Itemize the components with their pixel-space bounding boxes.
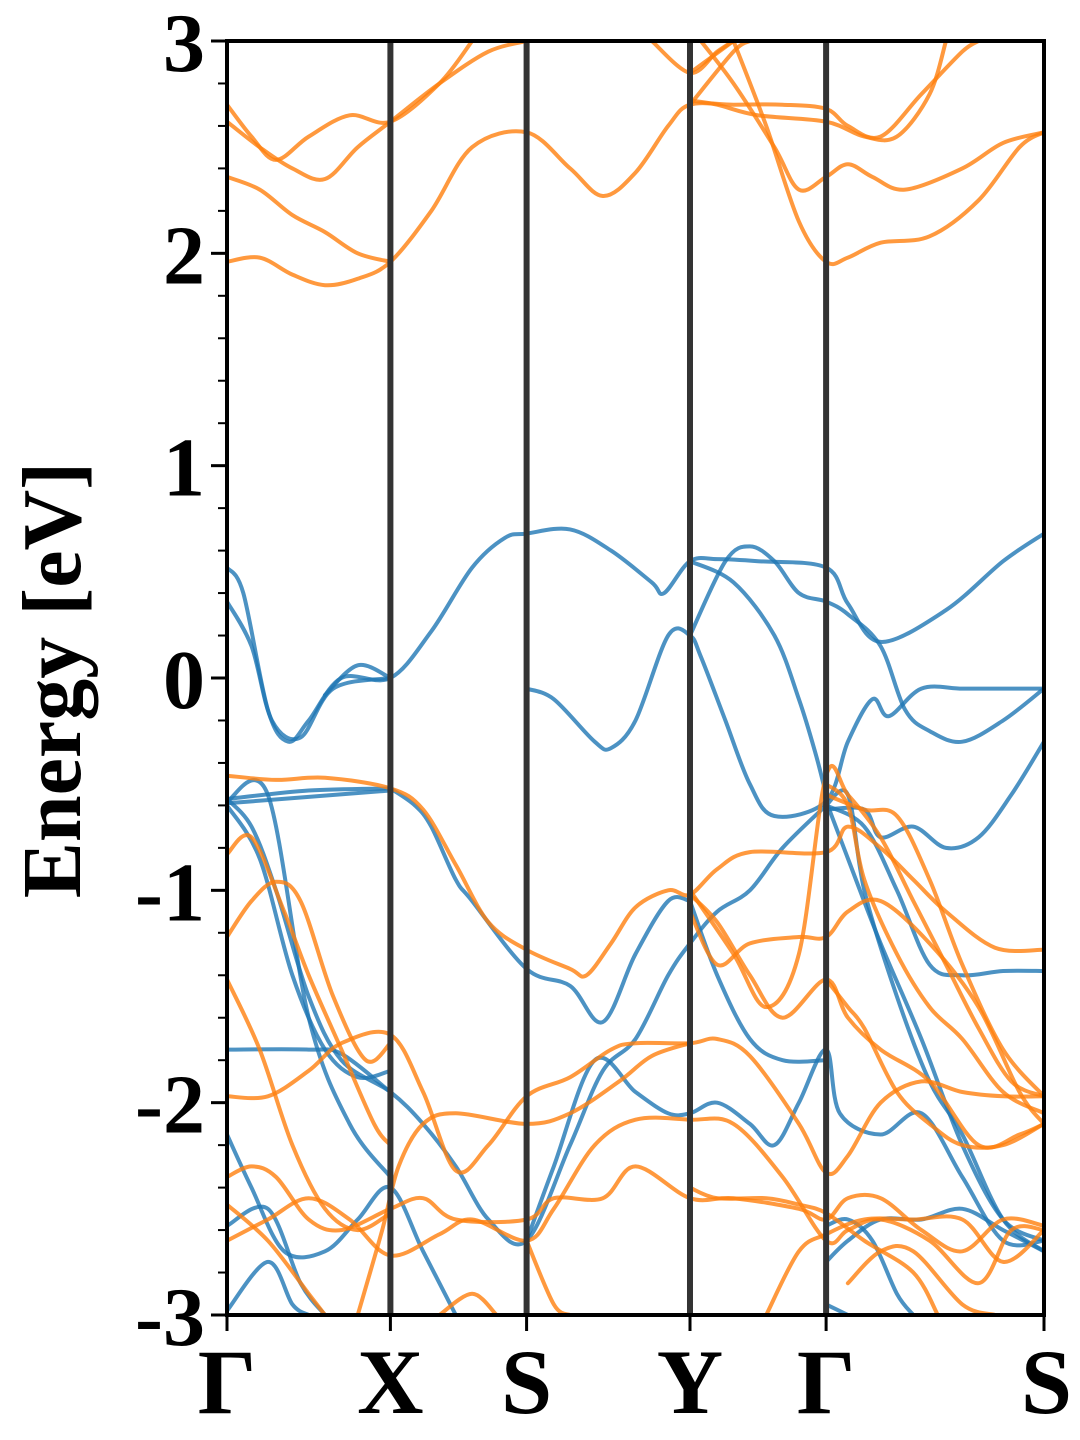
band-line-orange <box>824 782 1044 1116</box>
y-tick-label: 0 <box>163 634 205 727</box>
band-line-orange <box>355 1041 692 1315</box>
band-line-blue <box>824 803 1044 978</box>
band-line-blue <box>227 788 393 806</box>
band-line-orange <box>524 1238 573 1315</box>
k-point-label: Γ <box>198 1331 257 1433</box>
band-line-orange <box>227 1029 1044 1176</box>
band-line-orange <box>824 977 1044 1150</box>
band-line-orange <box>437 1291 499 1315</box>
band-line-orange <box>227 1115 1044 1286</box>
band-line-orange <box>845 1244 997 1315</box>
band-line-orange <box>698 41 1044 193</box>
y-axis-title: Energy [eV] <box>6 462 99 898</box>
band-line-blue <box>227 778 393 1179</box>
band-line-orange <box>688 41 948 143</box>
band-line-orange <box>227 773 1044 979</box>
band-line-orange <box>227 1164 1044 1254</box>
band-line-orange <box>227 1202 327 1315</box>
high-symmetry-lines <box>387 41 830 1315</box>
band-line-orange <box>731 41 1044 267</box>
band-line-orange <box>824 792 1044 1099</box>
band-line-blue <box>227 803 393 1080</box>
k-point-label: X <box>357 1331 423 1433</box>
band-line-blue <box>688 544 1044 744</box>
band-line-orange <box>227 41 529 182</box>
band-line-blue <box>824 1217 916 1315</box>
band-line-blue <box>524 626 1044 819</box>
k-point-label: Γ <box>797 1331 856 1433</box>
band-line-blue <box>824 788 1044 1254</box>
band-line-orange <box>688 764 1044 1099</box>
band-line-blue <box>227 1259 311 1315</box>
band-line-blue <box>227 526 1044 744</box>
band-line-orange <box>688 892 1044 1150</box>
band-line-orange <box>688 1185 940 1315</box>
band-lines <box>227 41 1044 1315</box>
y-tick-label: 1 <box>163 422 205 515</box>
k-point-label: Y <box>657 1331 723 1433</box>
band-line-blue <box>688 559 829 797</box>
y-tick-label: -3 <box>135 1271 205 1364</box>
band-line-orange <box>227 879 393 1064</box>
band-line-orange <box>764 1214 1044 1315</box>
y-tick-label: -2 <box>135 1059 205 1152</box>
k-point-label: S <box>1021 1331 1072 1433</box>
band-line-orange <box>688 897 1044 1126</box>
band-line-orange <box>227 41 475 162</box>
band-line-blue <box>323 662 393 697</box>
band-line-blue <box>227 599 393 742</box>
band-line-blue <box>227 786 393 801</box>
y-tick-label: -1 <box>135 846 205 939</box>
band-line-orange <box>227 174 393 264</box>
band-line-blue <box>388 786 692 1025</box>
band-line-orange <box>227 977 393 1233</box>
band-line-blue <box>227 1132 458 1315</box>
y-tick-label: 2 <box>163 209 205 302</box>
y-tick-label: 3 <box>163 0 205 90</box>
y-axis-ticks: -3 -2 -1 0 1 2 3 <box>135 0 227 1364</box>
band-line-orange <box>227 833 393 1148</box>
k-point-label: S <box>501 1331 552 1433</box>
